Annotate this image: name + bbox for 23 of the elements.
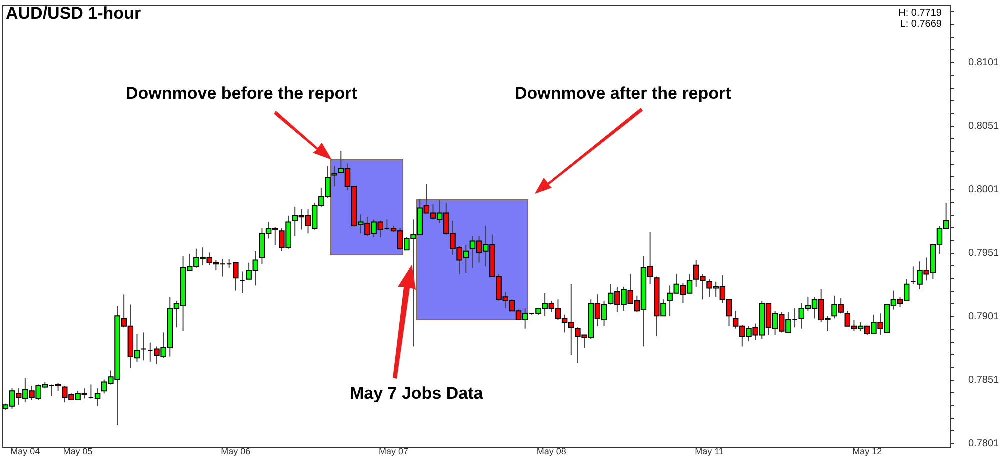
- x-tick-label: May 07: [379, 446, 409, 456]
- candlestick: [140, 332, 147, 362]
- y-tick-label: 0.8051: [968, 121, 1000, 132]
- x-tick-label: May 08: [536, 446, 566, 456]
- candlestick: [332, 166, 338, 188]
- x-tick-label: May 06: [221, 446, 251, 456]
- annotation: L: 0.7669: [900, 19, 942, 30]
- y-tick-label: 0.8101: [968, 58, 1000, 69]
- annotation: Downmove before the report: [126, 84, 358, 104]
- x-tick-label: May 04: [10, 446, 40, 456]
- x-tick-label: May 11: [695, 446, 724, 456]
- annotation: Downmove after the report: [515, 84, 732, 104]
- y-tick-label: 0.7801: [968, 438, 1000, 450]
- y-tick-label: 0.7851: [968, 375, 1000, 386]
- x-tick-label: May 05: [63, 446, 93, 456]
- chart-title: AUD/USD 1-hour: [6, 4, 142, 24]
- annotation: May 7 Jobs Data: [350, 384, 484, 404]
- y-tick-label: 0.7951: [968, 248, 1000, 260]
- x-tick-label: May 12: [852, 446, 882, 456]
- annotation: H: 0.7719: [898, 8, 942, 19]
- y-tick-label: 0.7901: [968, 312, 1000, 323]
- y-tick-label: 0.8001: [968, 184, 1000, 196]
- candlestick: [240, 271, 246, 294]
